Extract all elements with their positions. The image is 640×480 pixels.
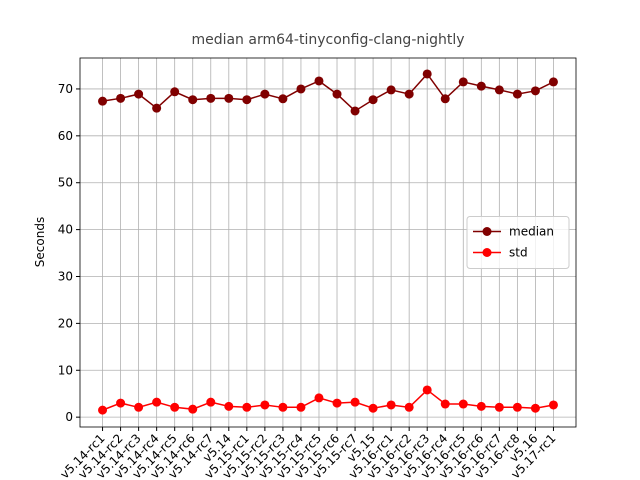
data-point [458, 77, 468, 87]
series-line [102, 72, 554, 112]
series-line [102, 388, 554, 411]
data-point [242, 402, 252, 412]
data-point [152, 103, 162, 113]
y-tick-label: 30 [58, 269, 73, 283]
legend-box [466, 216, 570, 269]
data-point [224, 401, 234, 411]
data-point [296, 402, 306, 412]
data-point [332, 398, 342, 408]
data-point [152, 397, 162, 407]
data-point [476, 401, 486, 411]
data-point [350, 397, 360, 407]
y-tick-label: 10 [58, 363, 73, 377]
data-point [386, 400, 396, 410]
data-point [98, 96, 108, 106]
data-point [242, 95, 252, 105]
data-point [296, 84, 306, 94]
data-point [494, 402, 504, 412]
data-point [548, 77, 558, 87]
data-point [98, 405, 108, 415]
y-tick-label: 60 [58, 129, 73, 143]
data-point [368, 403, 378, 413]
data-point [368, 95, 378, 105]
data-point [116, 93, 126, 103]
data-point [548, 400, 558, 410]
data-point [350, 106, 360, 116]
data-point [314, 76, 324, 86]
data-point [224, 93, 234, 103]
data-point [278, 94, 288, 104]
data-point [116, 398, 126, 408]
data-point [134, 402, 144, 412]
data-point [404, 402, 414, 412]
data-point [206, 93, 216, 103]
legend-label: median [509, 225, 554, 239]
data-point [530, 86, 540, 96]
data-point [530, 403, 540, 413]
y-tick-label: 50 [58, 176, 73, 190]
plot-frame [79, 57, 577, 428]
data-point [476, 81, 486, 91]
data-point [512, 402, 522, 412]
legend-label: std [509, 246, 528, 260]
y-tick-label: 20 [58, 316, 73, 330]
data-point [170, 87, 180, 97]
y-tick-label: 0 [65, 410, 73, 424]
data-point [332, 89, 342, 99]
data-point [314, 393, 324, 403]
data-point [422, 69, 432, 79]
data-point [278, 402, 288, 412]
data-point [494, 85, 504, 95]
data-point [260, 400, 270, 410]
y-axis-label: Seconds [33, 217, 47, 267]
y-tick-label: 40 [58, 223, 73, 237]
data-point [458, 399, 468, 409]
data-point [188, 95, 198, 105]
data-point [170, 402, 180, 412]
data-point [134, 89, 144, 99]
data-point [440, 399, 450, 409]
data-point [206, 397, 216, 407]
legend-marker [482, 227, 492, 236]
data-point [512, 89, 522, 99]
data-point [422, 385, 432, 395]
y-tick-label: 70 [58, 82, 73, 96]
data-point [188, 404, 198, 414]
data-point [260, 89, 270, 99]
chart-title: median arm64-tinyconfig-clang-nightly [191, 32, 464, 48]
legend-marker [482, 248, 492, 257]
data-point [386, 85, 396, 95]
data-point [440, 94, 450, 104]
data-point [404, 89, 414, 99]
